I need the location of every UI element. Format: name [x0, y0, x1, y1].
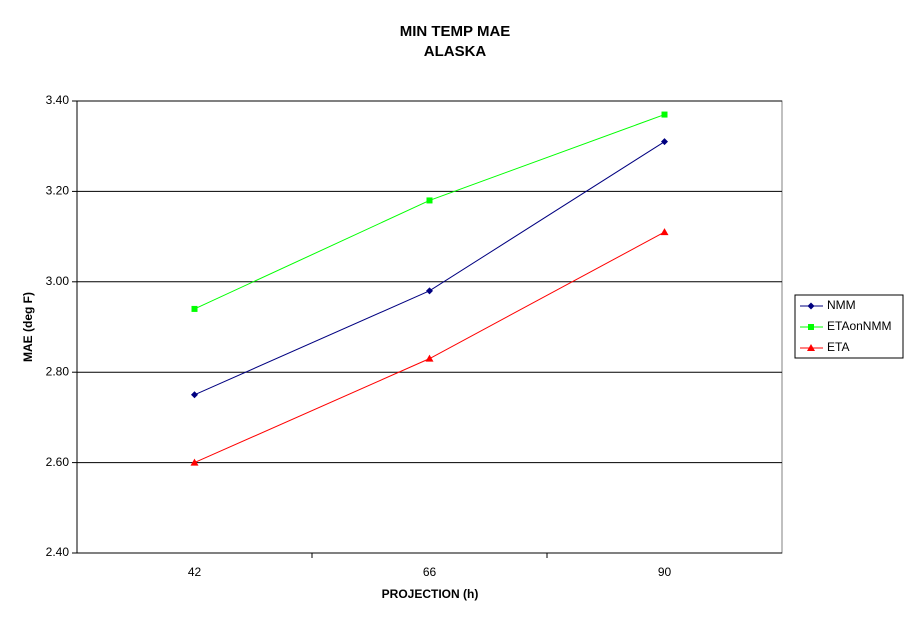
- chart-subtitle: ALASKA: [424, 43, 487, 60]
- series-line: [194, 231, 665, 464]
- legend-marker: [807, 344, 815, 351]
- chart-title: MIN TEMP MAE: [400, 23, 511, 40]
- point: [426, 287, 433, 295]
- x-tick-label: 66: [423, 565, 437, 579]
- y-tick-label: 3.20: [46, 184, 70, 198]
- y-tick-label: 3.40: [46, 93, 70, 107]
- plot-area: [76, 100, 783, 554]
- series-line: [194, 114, 665, 310]
- point: [426, 197, 433, 204]
- y-tick-label: 2.80: [46, 364, 70, 378]
- x-tick-label: 42: [188, 565, 202, 579]
- x-axis-label: PROJECTION (h): [382, 587, 479, 601]
- y-axis-label: MAE (deg F): [21, 292, 35, 362]
- x-tick-label: 90: [658, 565, 672, 579]
- point: [425, 354, 434, 362]
- point: [191, 391, 198, 399]
- legend-label: NMM: [827, 298, 856, 312]
- point: [661, 111, 668, 118]
- legend-marker: [807, 302, 815, 310]
- point: [191, 305, 198, 312]
- y-tick-label: 2.60: [46, 455, 70, 469]
- legend-marker: [808, 324, 814, 330]
- y-tick-label: 2.40: [46, 545, 70, 559]
- y-tick-label: 3.00: [46, 274, 70, 288]
- point: [190, 458, 199, 466]
- legend-label: ETA: [827, 340, 849, 354]
- point: [661, 138, 668, 146]
- legend-label: ETAonNMM: [827, 319, 891, 333]
- point: [660, 228, 669, 236]
